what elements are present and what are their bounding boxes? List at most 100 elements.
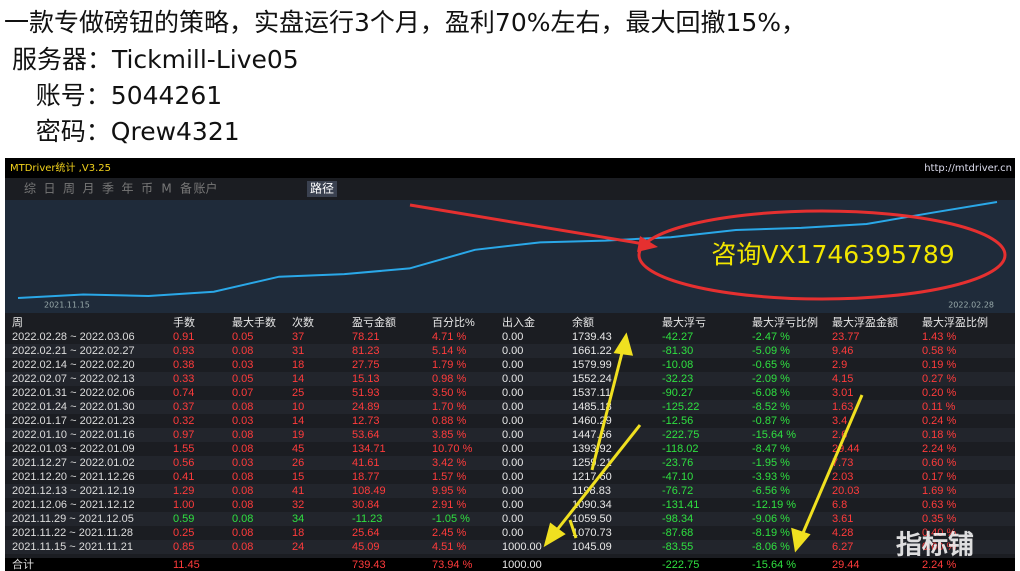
cell: 14: [292, 373, 304, 385]
row-band: [5, 344, 1015, 358]
column-header: 出入金: [502, 315, 535, 329]
cell: -222.75: [662, 429, 699, 441]
cell: 2021.12.06 ~ 2021.12.12: [12, 499, 135, 511]
tab-active: [307, 181, 337, 197]
cell: 0.41: [173, 471, 194, 483]
cell: -47.10: [662, 471, 693, 483]
cell: -81.30: [662, 345, 693, 357]
cell: -12.19 %: [752, 499, 796, 511]
cell: 6.8: [832, 499, 847, 511]
cell: 0.27 %: [922, 373, 956, 385]
cell: 0.40 %: [922, 527, 956, 539]
cell: 0.35 %: [922, 513, 956, 525]
cell: 2.91 %: [432, 499, 466, 511]
cell: -76.72: [662, 485, 693, 497]
cell: -1.95 %: [752, 457, 790, 469]
cell: -118.02: [662, 443, 699, 455]
cell: 1000.00: [502, 541, 542, 553]
cell: 0.98 %: [432, 373, 466, 385]
cell: 1217.60: [572, 471, 612, 483]
cell: 0.03: [232, 415, 253, 427]
tab[interactable]: 年: [121, 182, 133, 196]
annotation-circle: [637, 209, 1007, 301]
cell: -2.09 %: [752, 373, 790, 385]
balance-line: [17, 201, 998, 299]
cell: 1198.83: [572, 485, 611, 497]
total-cell: 1000.00: [502, 559, 542, 571]
column-header: 次数: [292, 315, 314, 329]
cell: 24: [292, 541, 304, 553]
cell: -2.47 %: [752, 331, 790, 343]
tab[interactable]: M: [161, 182, 171, 196]
cell: 2021.12.20 ~ 2021.12.26: [12, 471, 135, 483]
tab[interactable]: 备: [180, 182, 192, 196]
arrow: [409, 203, 651, 247]
cell: 2022.01.17 ~ 2022.01.23: [12, 415, 135, 427]
cell: -15.64 %: [752, 429, 796, 441]
header-line: 账号：5044261: [4, 81, 222, 110]
cell: 1.29: [173, 485, 194, 497]
cell: 0.97: [173, 429, 194, 441]
panel-url[interactable]: http://mtdriver.cn: [924, 163, 1012, 174]
cell: 0.32: [173, 415, 194, 427]
cell: -0.87 %: [752, 415, 790, 427]
cell: 1.70 %: [432, 401, 466, 413]
cell: 0.00: [502, 359, 523, 371]
tab[interactable]: 账户: [193, 181, 217, 196]
tab[interactable]: 路径: [310, 181, 334, 196]
cell: 0.00: [502, 499, 523, 511]
cell: 0.18 %: [922, 429, 956, 441]
cell: 1070.73: [572, 527, 612, 539]
tab[interactable]: 季: [102, 182, 114, 196]
cell: 26: [292, 457, 304, 469]
cell: 9.95 %: [432, 485, 466, 497]
tab[interactable]: 周: [63, 182, 75, 196]
cell: 4.71 %: [432, 331, 466, 343]
cell: -23.76: [662, 457, 693, 469]
cell: 108.49: [352, 485, 386, 497]
cell: 1059.50: [572, 513, 612, 525]
cell: 0.08: [232, 471, 253, 483]
cell: 0.63 %: [922, 499, 956, 511]
cell: 2022.01.31 ~ 2022.02.06: [12, 387, 135, 399]
cell: 0.60 %: [922, 457, 956, 469]
row-band: [5, 484, 1015, 498]
cell: 2022.01.10 ~ 2022.01.16: [12, 429, 135, 441]
cell: 2021.11.15 ~ 2021.11.21: [12, 541, 133, 553]
column-header: 最大浮盈比例: [922, 315, 988, 329]
column-header: 余额: [572, 315, 594, 329]
cell: 2.03: [832, 471, 853, 483]
cell: -3.93 %: [752, 471, 790, 483]
row-band: [5, 512, 1015, 526]
tab[interactable]: 月: [82, 182, 94, 196]
total-cell: 2.24 %: [922, 559, 956, 571]
cell: -8.47 %: [752, 443, 790, 455]
column-header: 手数: [173, 315, 195, 329]
cell: 25.64: [352, 527, 380, 539]
cell: 23.77: [832, 331, 860, 343]
cell: -8.06 %: [752, 541, 790, 553]
arrowhead: [637, 236, 658, 252]
cell: 6.27: [832, 541, 853, 553]
cell: 0.08: [232, 541, 253, 553]
cell: 18.77: [352, 471, 380, 483]
tab[interactable]: 日: [43, 182, 55, 196]
total-cell: -222.75: [662, 559, 699, 571]
cell: 0.38: [173, 359, 194, 371]
tab[interactable]: 币: [141, 182, 153, 196]
cell: 0.00: [502, 415, 523, 427]
cell: -131.41: [662, 499, 699, 511]
cell: 0.37: [173, 401, 194, 413]
column-header: 周: [12, 316, 23, 329]
row-band: [5, 372, 1015, 386]
cell: 1.79 %: [432, 359, 466, 371]
cell: 0.08: [232, 429, 253, 441]
cell: 0.19 %: [922, 359, 956, 371]
tab[interactable]: 综: [24, 182, 36, 196]
cell: 19: [292, 429, 304, 441]
cell: 20.03: [832, 485, 860, 497]
cell: 2021.11.29 ~ 2021.12.05: [12, 513, 134, 525]
cell: 0.07: [232, 387, 253, 399]
cell: 2021.11.22 ~ 2021.11.28: [12, 527, 133, 539]
